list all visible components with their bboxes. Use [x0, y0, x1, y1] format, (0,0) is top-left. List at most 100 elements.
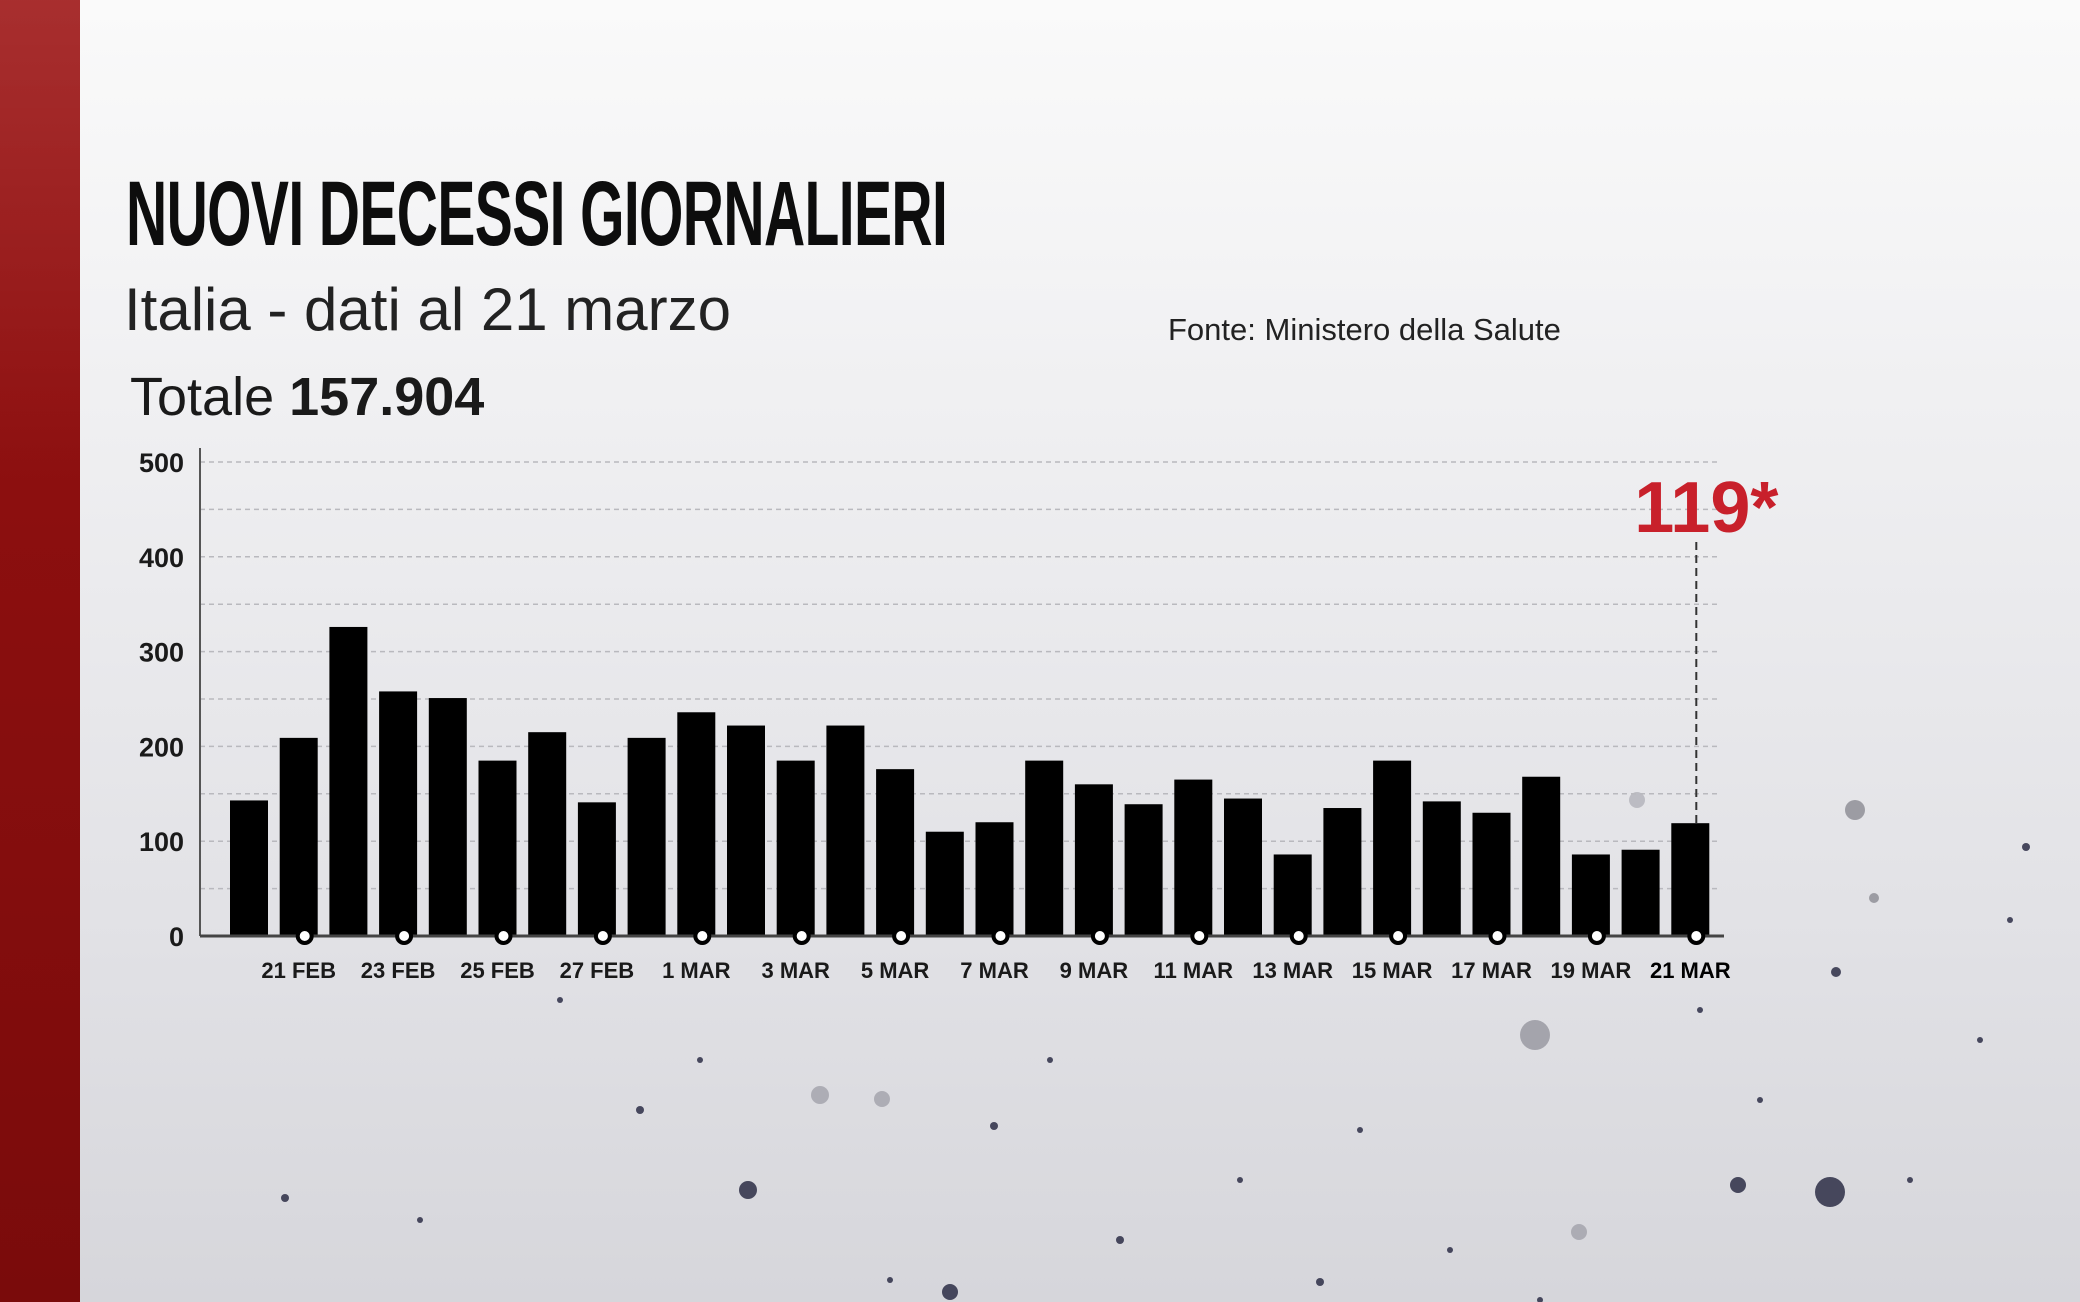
bar [1373, 760, 1412, 936]
background-particles [281, 792, 2030, 1302]
x-tick-label: 3 MAR [761, 958, 830, 983]
bar [1074, 784, 1113, 936]
particle-dot [1845, 800, 1865, 820]
x-tick-marker [395, 927, 414, 945]
particle-dot [281, 1194, 289, 1202]
source-note: Fonte: Ministero della Salute [1168, 312, 1561, 347]
callout-label: 119* [1634, 468, 1778, 548]
particle-dot [1447, 1247, 1453, 1253]
bars [230, 626, 1710, 936]
particle-dot [2007, 917, 2013, 923]
y-tick-label: 500 [139, 448, 184, 478]
x-tick-marker [1190, 927, 1209, 945]
bar [1025, 760, 1064, 936]
x-tick-marker [1687, 927, 1706, 945]
particle-dot [990, 1122, 998, 1130]
side-color-band [0, 0, 80, 1302]
y-tick-label: 0 [169, 922, 184, 952]
particle-dot [1977, 1037, 1983, 1043]
bar [1472, 812, 1511, 936]
x-tick-label: 21 MAR [1650, 958, 1731, 983]
bar [428, 698, 467, 936]
particle-dot [697, 1057, 703, 1063]
x-tick-label: 23 FEB [361, 958, 436, 983]
particle-dot [1571, 1224, 1587, 1240]
x-tick-label: 19 MAR [1551, 958, 1632, 983]
y-tick-label: 300 [139, 638, 184, 668]
particle-dot [1869, 893, 1879, 903]
bar [776, 760, 815, 936]
particle-dot [1697, 1007, 1703, 1013]
x-tick-label: 21 FEB [261, 958, 336, 983]
bar [876, 769, 915, 936]
bar [1571, 854, 1610, 936]
chart-subtitle: Italia - dati al 21 marzo [124, 276, 731, 343]
bar [975, 822, 1014, 936]
bar [1174, 779, 1213, 936]
x-tick-label: 13 MAR [1252, 958, 1333, 983]
x-tick-marker [792, 927, 811, 945]
particle-dot [1316, 1278, 1324, 1286]
bar [379, 691, 418, 936]
particle-dot [1730, 1177, 1746, 1193]
particle-dot [1815, 1177, 1845, 1207]
particle-dot [417, 1217, 423, 1223]
bar [826, 725, 865, 936]
particle-dot [739, 1181, 757, 1199]
x-tick-marker [494, 927, 513, 945]
bar [925, 831, 964, 936]
bar [1422, 801, 1461, 936]
particle-dot [557, 997, 563, 1003]
x-tick-label: 17 MAR [1451, 958, 1532, 983]
bar [1124, 804, 1163, 936]
x-tick-label: 9 MAR [1060, 958, 1129, 983]
chart-title: NUOVI DECESSI GIORNALIERI [126, 163, 948, 265]
x-tick-marker [892, 927, 911, 945]
particle-dot [1907, 1177, 1913, 1183]
particle-dot [1116, 1236, 1124, 1244]
particle-dot [1629, 792, 1645, 808]
particle-dot [874, 1091, 890, 1107]
x-tick-marker [1289, 927, 1308, 945]
bar [478, 760, 517, 936]
bar [677, 712, 716, 936]
x-tick-label: 27 FEB [560, 958, 635, 983]
particle-dot [1757, 1097, 1763, 1103]
y-axis: 0 100 200 300 400 500 [139, 448, 201, 952]
particle-dot [811, 1086, 829, 1104]
y-tick-label: 400 [139, 543, 184, 573]
bar [1273, 854, 1312, 936]
particle-dot [1237, 1177, 1243, 1183]
x-tick-marker [295, 927, 314, 945]
bar [1621, 849, 1660, 936]
bar [1522, 776, 1561, 936]
bar [528, 732, 567, 936]
particle-dot [1520, 1020, 1550, 1050]
x-tick-label: 11 MAR [1154, 958, 1234, 983]
bar [577, 802, 616, 936]
particle-dot [2022, 843, 2030, 851]
x-tick-label: 5 MAR [861, 958, 930, 983]
bar [1671, 823, 1710, 936]
x-tick-label: 25 FEB [460, 958, 535, 983]
bar [1323, 808, 1362, 936]
total-line: Totale 157.904 [130, 370, 484, 424]
x-tick-label: 15 MAR [1352, 958, 1433, 983]
x-tick-label: 1 MAR [662, 958, 731, 983]
total-label: Totale [130, 367, 275, 427]
x-axis: 21 FEB 23 FEB 25 FEB 27 FEB 1 MAR 3 MAR 5 MAR 7… [200, 927, 1731, 983]
x-tick-label: 7 MAR [960, 958, 1029, 983]
particle-dot [887, 1277, 893, 1283]
bar [727, 725, 765, 936]
x-tick-marker [1389, 927, 1408, 945]
particle-dot [1357, 1127, 1363, 1133]
x-tick-marker [1587, 927, 1606, 945]
particle-dot [942, 1284, 958, 1300]
bar [279, 737, 318, 936]
particle-dot [1047, 1057, 1053, 1063]
particle-dot [636, 1106, 644, 1114]
bar [1224, 798, 1262, 936]
bar [329, 626, 368, 936]
y-tick-label: 200 [139, 732, 184, 762]
